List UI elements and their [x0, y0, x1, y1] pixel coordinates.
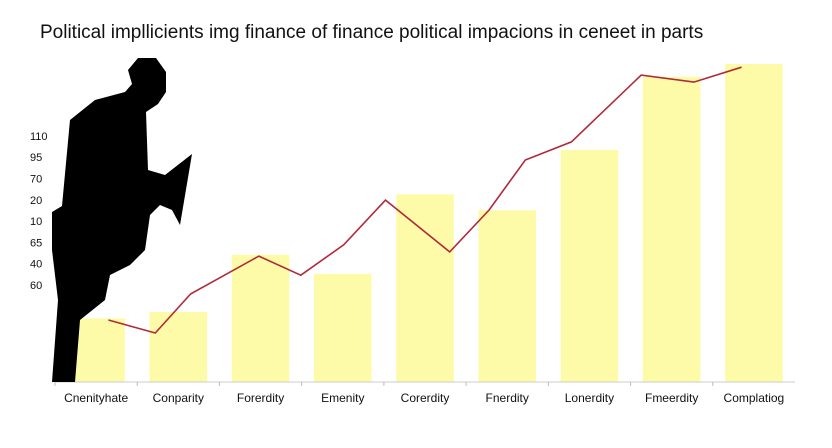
x-tick-label: Fnerdity [486, 391, 529, 405]
y-label: 70 [30, 174, 42, 186]
trend-line [108, 66, 742, 334]
bar [231, 254, 290, 382]
x-tick-label: Lonerdity [565, 391, 614, 405]
y-label: 60 [30, 280, 42, 292]
chart-title: Political impllicients img finance of fi… [40, 22, 703, 43]
bar [725, 64, 783, 382]
x-tick-label: Cnenityhate [64, 391, 128, 405]
x-tick-label: Forerdity [237, 391, 284, 405]
bar [149, 312, 208, 382]
y-label: 10 [30, 216, 42, 228]
y-label: 110 [30, 131, 48, 143]
y-label: 65 [30, 237, 42, 249]
bar [642, 76, 701, 382]
bar [478, 210, 536, 382]
x-tick-label: Complatiog [724, 391, 785, 405]
x-tick-label: Corerdity [401, 391, 450, 405]
bar [314, 273, 372, 382]
x-tick-label: Conparity [153, 391, 204, 405]
x-tick-label: Emenity [321, 391, 364, 405]
bar [560, 149, 619, 382]
y-label: 20 [30, 195, 42, 207]
y-label: 95 [30, 152, 42, 164]
plot [67, 64, 783, 382]
bar [396, 194, 454, 382]
y-label: 40 [30, 259, 42, 271]
silhouette [52, 58, 192, 382]
x-tick-label: Fmeerdity [645, 391, 698, 405]
